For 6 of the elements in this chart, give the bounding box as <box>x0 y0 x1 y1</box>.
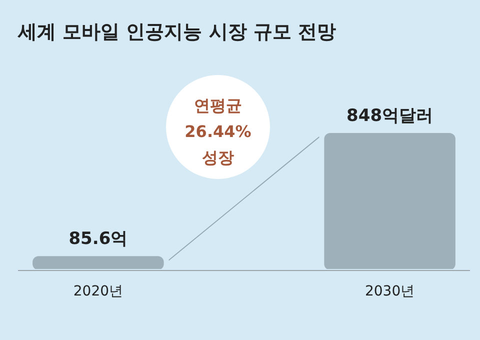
x-tick-label: 2030년 <box>364 283 415 300</box>
annotation: 연평균 26.44% 성장 <box>184 96 252 167</box>
chart-title: 세계 모바일 인공지능 시장 규모 전망 <box>17 21 336 43</box>
data-label: 848억달러 <box>346 106 434 126</box>
data-label: 85.6억 <box>68 229 128 250</box>
x-tick-label: 2020년 <box>73 283 124 300</box>
